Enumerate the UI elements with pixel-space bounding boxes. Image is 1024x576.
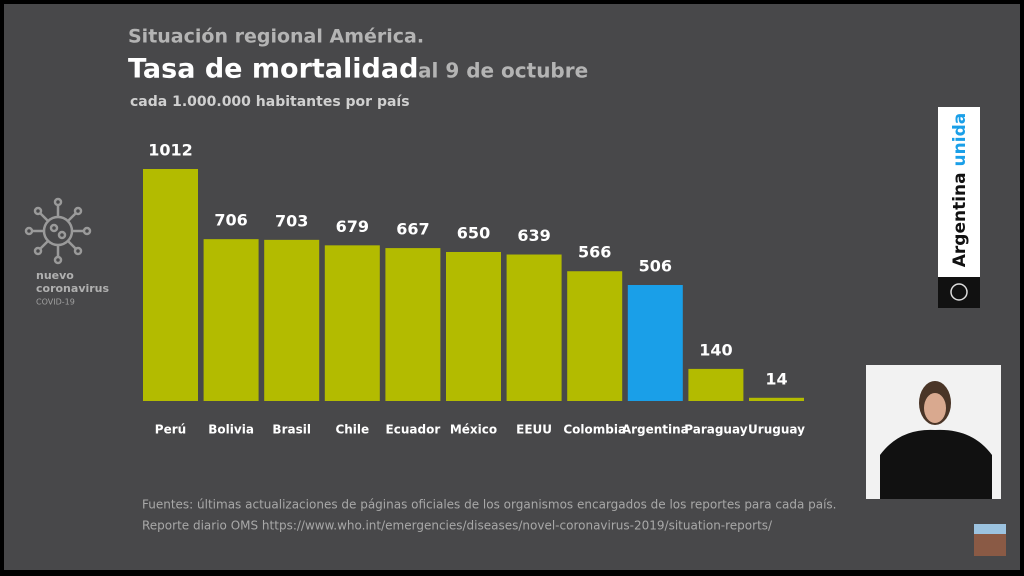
bar: [627, 285, 683, 401]
x-tick-label: Perú: [155, 423, 186, 437]
data-label: 1012: [148, 141, 193, 160]
banner-text: Argentina unida: [950, 113, 970, 267]
interpreter-face: [924, 393, 946, 423]
subtitle: cada 1.000.000 habitantes por país: [130, 94, 410, 110]
supertitle: Situación regional América.: [128, 26, 424, 48]
bar: [567, 271, 623, 401]
virus-icon: [24, 197, 92, 265]
data-label: 566: [578, 243, 611, 262]
source: Reporte diario OMS https://www.who.int/e…: [142, 519, 773, 533]
data-label: 14: [765, 369, 787, 388]
data-label: 140: [699, 340, 732, 359]
x-tick-label: Bolivia: [208, 423, 254, 437]
data-label: 703: [275, 211, 308, 230]
banner-emblem: [938, 277, 980, 308]
data-label: 679: [336, 217, 369, 236]
banner-word: unida: [950, 113, 970, 167]
bar: [749, 397, 804, 401]
x-tick-label: Argentina: [622, 423, 689, 437]
x-tick-label: México: [450, 423, 497, 437]
bar: [203, 239, 259, 401]
date: al 9 de octubre: [418, 59, 588, 83]
data-label: 639: [517, 226, 550, 245]
logo-text: COVID-19: [36, 298, 75, 307]
bar: [264, 239, 320, 401]
x-tick-label: EEUU: [516, 423, 552, 437]
data-label: 650: [457, 223, 490, 242]
x-tick-label: Colombia: [563, 423, 626, 437]
bar: [385, 248, 441, 401]
data-label: 506: [639, 257, 672, 276]
data-label: 706: [214, 211, 247, 230]
logo-text: coronavirus: [36, 282, 110, 295]
bar: [143, 169, 198, 401]
data-label: 667: [396, 220, 429, 239]
x-tick-label: Paraguay: [684, 423, 747, 437]
x-tick-label: Uruguay: [748, 423, 805, 437]
emblem: [950, 283, 968, 301]
source: Fuentes: últimas actualizaciones de pági…: [142, 498, 837, 512]
logo-text: nuevo: [36, 269, 74, 282]
bar: [688, 368, 744, 401]
bar: [446, 251, 501, 401]
x-tick-label: Ecuador: [386, 423, 441, 437]
thumbnail-sky: [974, 524, 1006, 534]
interpreter-body: [880, 429, 992, 499]
chart-title: Tasa de mortalidad: [128, 54, 418, 85]
bar: [506, 254, 562, 401]
banner-word: Argentina: [950, 172, 970, 267]
bar: [324, 245, 380, 401]
x-tick-label: Brasil: [272, 423, 311, 437]
banner: [938, 107, 980, 277]
x-tick-label: Chile: [335, 423, 369, 437]
